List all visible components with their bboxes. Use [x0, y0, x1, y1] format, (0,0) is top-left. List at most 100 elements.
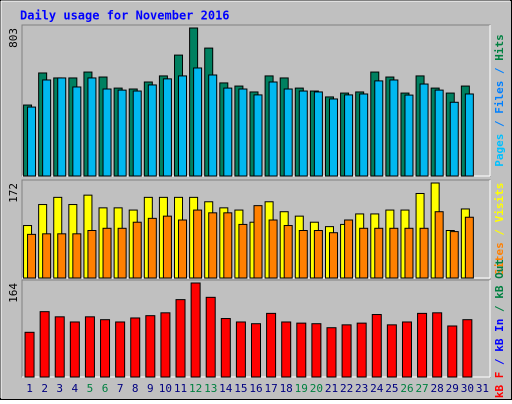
bar — [311, 323, 322, 378]
bar — [72, 233, 82, 279]
bar — [386, 324, 397, 378]
y-max-label: 172 — [7, 183, 20, 203]
bar — [328, 98, 338, 177]
x-tick-label: 8 — [132, 382, 139, 395]
bar — [462, 319, 473, 378]
bar — [102, 88, 112, 177]
x-tick-label: 31 — [476, 382, 489, 395]
x-tick-label: 12 — [189, 382, 202, 395]
x-tick-label: 22 — [340, 382, 353, 395]
x-tick-label: 29 — [446, 382, 459, 395]
x-tick-label: 21 — [325, 382, 338, 395]
axis-label-part: Hits — [493, 34, 506, 61]
bar — [434, 89, 444, 177]
bar — [42, 79, 52, 177]
bar — [251, 323, 261, 378]
bar — [326, 327, 337, 378]
axis-label-part: Pages — [493, 134, 506, 167]
bar — [115, 321, 126, 378]
bar — [389, 79, 399, 177]
bar — [223, 87, 233, 177]
bar — [404, 227, 414, 279]
bar — [268, 219, 278, 279]
axis-label-part: / — [493, 61, 506, 81]
bar — [220, 318, 231, 378]
bar — [464, 216, 474, 279]
chart-title: Daily usage for November 2016 — [20, 9, 230, 23]
bar — [341, 324, 352, 378]
bar — [266, 312, 277, 378]
x-tick-label: 14 — [219, 382, 233, 395]
bar — [193, 67, 203, 177]
bar — [27, 233, 37, 279]
bar — [328, 232, 338, 279]
bar — [72, 86, 82, 177]
x-tick-label: 9 — [147, 382, 154, 395]
bar — [175, 299, 186, 378]
bar — [145, 315, 156, 378]
bar — [235, 321, 246, 378]
bar — [447, 325, 458, 378]
bar — [117, 89, 127, 177]
bar — [238, 88, 248, 177]
bar — [464, 93, 474, 177]
bar — [449, 231, 459, 279]
bar — [359, 227, 369, 279]
bar — [404, 94, 414, 177]
bar — [434, 211, 444, 279]
bar — [132, 90, 142, 177]
bar — [296, 322, 307, 378]
bar — [253, 94, 263, 177]
x-tick-label: 15 — [234, 382, 247, 395]
bar — [356, 322, 367, 378]
axis-label-part: kB In — [493, 319, 506, 352]
bar — [69, 321, 80, 378]
x-tick-label: 27 — [415, 382, 428, 395]
bar — [130, 317, 141, 378]
x-tick-label: 26 — [400, 382, 413, 395]
axis-label-part: kB F — [493, 372, 506, 399]
bar — [57, 77, 67, 177]
x-tick-label: 6 — [102, 382, 109, 395]
bar — [39, 311, 50, 378]
axis-label-part: / — [493, 114, 506, 134]
x-tick-label: 18 — [280, 382, 293, 395]
bar — [401, 321, 412, 378]
bar — [253, 205, 263, 279]
axis-label-part: kB Out — [493, 259, 506, 299]
x-tick-label: 11 — [174, 382, 187, 395]
axis-label-part: / — [493, 352, 506, 372]
bar — [419, 227, 429, 279]
bar — [42, 233, 52, 279]
bar — [87, 230, 97, 279]
bar — [281, 321, 292, 378]
x-tick-label: 25 — [385, 382, 398, 395]
bar — [162, 78, 172, 177]
bar — [344, 219, 354, 279]
bar — [432, 312, 443, 378]
x-tick-label: 2 — [41, 382, 48, 395]
bar — [160, 312, 171, 378]
x-tick-label: 7 — [117, 382, 124, 395]
x-tick-label: 16 — [249, 382, 262, 395]
x-tick-label: 19 — [295, 382, 308, 395]
x-tick-label: 3 — [56, 382, 63, 395]
bar — [419, 83, 429, 177]
bar — [371, 314, 382, 378]
x-tick-label: 1 — [26, 382, 33, 395]
axis-label: kB F / kB In / kB Out — [493, 259, 506, 398]
axis-label-part: / — [493, 222, 506, 242]
bar — [283, 88, 293, 177]
x-tick-label: 24 — [370, 382, 384, 395]
x-tick-label: 28 — [431, 382, 444, 395]
bar — [268, 81, 278, 177]
bar — [374, 80, 384, 177]
bar — [298, 230, 308, 279]
bar — [313, 91, 323, 177]
y-max-label: 803 — [7, 28, 20, 48]
x-tick-label: 17 — [264, 382, 277, 395]
bar — [27, 106, 37, 177]
x-tick-label: 4 — [72, 382, 79, 395]
bar — [389, 227, 399, 279]
